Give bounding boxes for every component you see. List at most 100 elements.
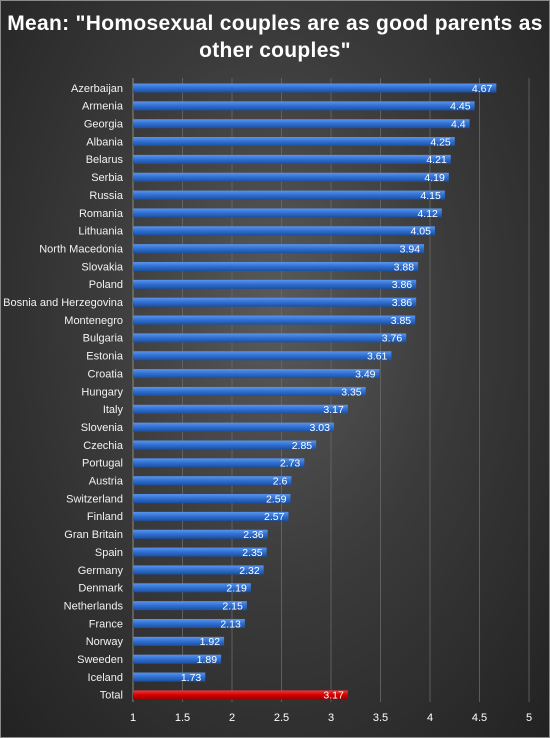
data-label: 4.19: [424, 172, 445, 184]
category-label: Bulgaria: [83, 333, 124, 345]
data-label: 4.67: [472, 83, 493, 95]
x-tick-label: 1: [130, 712, 136, 724]
category-labels: Azerbaijan Armenia Georgia Albania Belarus Se…: [3, 83, 124, 702]
data-label: 2.35: [242, 547, 263, 559]
bar: [133, 101, 475, 111]
data-label: 4.15: [420, 190, 441, 202]
category-label: Serbia: [91, 172, 124, 184]
bar: [133, 386, 366, 396]
data-label: 3.88: [394, 261, 415, 273]
data-label: 4.4: [451, 119, 466, 131]
data-label: 3.49: [355, 368, 376, 380]
category-label: Slovenia: [81, 422, 124, 434]
data-label: 2.6: [273, 476, 288, 488]
bar: [133, 315, 416, 325]
bar: [133, 190, 445, 200]
bar: [133, 226, 435, 236]
bar: [133, 619, 245, 628]
category-label: Austria: [89, 476, 124, 488]
category-label: France: [89, 618, 123, 630]
x-tick-label: 3: [328, 712, 334, 724]
category-label: Netherlands: [64, 600, 124, 612]
data-label: 3.03: [310, 422, 331, 434]
data-label: 3.61: [367, 351, 388, 363]
data-label: 4.25: [430, 136, 451, 148]
bar: [133, 297, 417, 307]
bar: [133, 494, 291, 504]
category-label: Slovakia: [81, 261, 123, 273]
category-label: Bosnia and Herzegovina: [3, 297, 124, 309]
category-label: Italy: [103, 404, 124, 416]
bar: [133, 422, 334, 432]
data-label: 4.12: [417, 208, 438, 220]
category-label: Romania: [79, 208, 124, 220]
bar: [133, 333, 407, 343]
bar: [133, 172, 449, 182]
data-label: 2.57: [264, 511, 285, 523]
data-label: 2.85: [292, 440, 313, 452]
data-label: 3.17: [323, 690, 344, 702]
category-label: Czechia: [83, 440, 124, 452]
category-label: Total: [100, 690, 123, 702]
chart-title-text: Mean: "Homosexual couples are as good pa…: [7, 12, 543, 62]
data-label: 2.73: [280, 458, 301, 470]
data-label: 3.86: [392, 297, 413, 309]
category-label: Denmark: [78, 583, 123, 595]
bar: [133, 208, 442, 218]
data-label: 3.86: [392, 279, 413, 291]
category-label: Germany: [78, 565, 124, 577]
category-label: Finland: [87, 511, 123, 523]
category-label: Poland: [89, 279, 123, 291]
category-label: North Macedonia: [39, 243, 124, 255]
bar: [133, 137, 455, 147]
bar: [133, 404, 348, 414]
category-label: Portugal: [82, 458, 123, 470]
x-tick-label: 1.5: [175, 712, 190, 724]
bar: [133, 654, 222, 664]
category-label: Sweeden: [77, 654, 123, 666]
bar: [133, 601, 247, 611]
bar: [133, 244, 425, 254]
bar: [133, 458, 305, 468]
bars: 4.674.45 4.44.25 4.21 4.19 4.15 4.12 4.05 3.94 3…: [133, 83, 497, 702]
category-label: Croatia: [88, 368, 124, 380]
x-tick-label: 4: [427, 712, 433, 724]
data-label: 2.13: [220, 618, 241, 630]
bar: [133, 369, 380, 379]
category-label: Iceland: [88, 672, 123, 684]
data-label: 3.94: [400, 243, 421, 255]
category-label: Russia: [89, 190, 124, 202]
bar: [133, 83, 497, 93]
data-label: 1.73: [181, 672, 202, 684]
x-tick-label: 2: [229, 712, 235, 724]
x-tick-label: 5: [526, 712, 532, 724]
data-label: 4.45: [450, 101, 471, 113]
data-label: 3.76: [382, 333, 403, 345]
category-label: Spain: [95, 547, 123, 559]
bar: [133, 476, 292, 486]
data-label: 2.32: [239, 565, 260, 577]
data-label: 2.36: [243, 529, 264, 541]
data-label: 2.19: [226, 583, 247, 595]
chart-title: Mean: "Homosexual couples are as good pa…: [0, 10, 550, 64]
bar: [133, 690, 348, 700]
x-tick-label: 4.5: [472, 712, 487, 724]
bar: [133, 262, 419, 271]
x-tick-labels: 1 1.5 2 2.5 3 3.5 4 4.5 5: [130, 712, 532, 724]
bar: [133, 440, 317, 450]
category-label: Belarus: [86, 154, 124, 166]
data-label: 2.59: [266, 493, 287, 505]
bar: [133, 511, 289, 521]
data-label: 3.85: [391, 315, 412, 327]
category-label: Switzerland: [66, 493, 123, 505]
bar: [133, 154, 451, 164]
category-label: Gran Britain: [64, 529, 123, 541]
bar: [133, 565, 264, 575]
data-label: 4.21: [426, 154, 447, 166]
x-tick-label: 3.5: [373, 712, 388, 724]
category-label: Montenegro: [64, 315, 123, 327]
data-label: 4.05: [411, 226, 432, 238]
bar: [133, 583, 251, 593]
category-label: Albania: [86, 136, 124, 148]
